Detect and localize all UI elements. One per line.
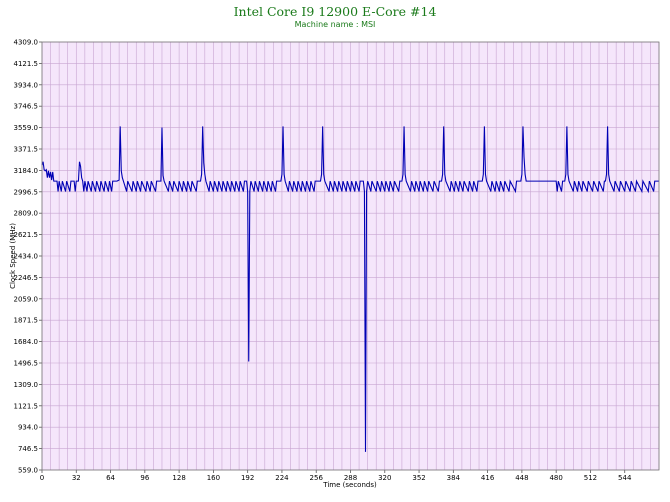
chart-subtitle: Machine name : MSI [295, 20, 376, 29]
y-tick-label: 2621.5 [14, 231, 39, 239]
x-tick-label: 0 [40, 474, 44, 482]
x-tick-label: 352 [412, 474, 425, 482]
x-tick-label: 512 [584, 474, 597, 482]
chart-title: Intel Core I9 12900 E-Core #14 [234, 4, 437, 19]
x-tick-label: 64 [106, 474, 115, 482]
y-tick-label: 3184.0 [14, 167, 39, 175]
x-axis-label: Time (seconds) [322, 481, 377, 489]
x-tick-label: 416 [481, 474, 495, 482]
y-tick-label: 1871.5 [14, 317, 39, 325]
y-tick-label: 2246.5 [14, 274, 39, 282]
y-tick-label: 3559.0 [14, 124, 39, 132]
y-axis-label: Clock Speed (MHz) [9, 223, 17, 289]
y-axis-ticks: 559.0 746.5 934.0 1121.5 1309.0 1496.5 1684.0 1… [14, 39, 42, 475]
x-tick-label: 224 [275, 474, 289, 482]
y-tick-label: 2059.0 [14, 295, 39, 303]
x-tick-label: 384 [447, 474, 461, 482]
y-tick-label: 746.5 [18, 445, 38, 453]
x-tick-label: 448 [515, 474, 528, 482]
x-tick-label: 480 [549, 474, 562, 482]
y-tick-label: 2996.5 [14, 188, 39, 196]
x-tick-label: 288 [344, 474, 357, 482]
grid-lines [41, 41, 660, 471]
x-tick-label: 128 [172, 474, 185, 482]
x-tick-label: 96 [140, 474, 149, 482]
x-tick-label: 320 [378, 474, 391, 482]
x-tick-label: 160 [207, 474, 220, 482]
y-tick-label: 3746.5 [14, 103, 39, 111]
x-tick-label: 32 [72, 474, 81, 482]
y-tick-label: 2434.0 [14, 253, 39, 261]
x-tick-label: 544 [618, 474, 632, 482]
y-tick-label: 4309.0 [14, 39, 39, 47]
x-axis-ticks: 0 32 64 96 128 160 192 224 256 288 320 352 384 416 448… [40, 470, 632, 482]
y-tick-label: 934.0 [18, 424, 38, 432]
y-tick-label: 559.0 [18, 467, 38, 475]
x-tick-label: 192 [241, 474, 254, 482]
plot-border [41, 41, 660, 471]
y-tick-label: 3934.0 [14, 81, 39, 89]
y-tick-label: 1496.5 [14, 360, 39, 368]
y-tick-label: 3371.5 [14, 146, 39, 154]
x-tick-label: 256 [310, 474, 324, 482]
series-line [41, 126, 659, 452]
y-tick-label: 1684.0 [14, 338, 39, 346]
y-tick-label: 1121.5 [14, 402, 39, 410]
y-tick-label: 2809.0 [14, 210, 39, 218]
y-tick-label: 4121.5 [14, 60, 39, 68]
y-tick-label: 1309.0 [14, 381, 39, 389]
